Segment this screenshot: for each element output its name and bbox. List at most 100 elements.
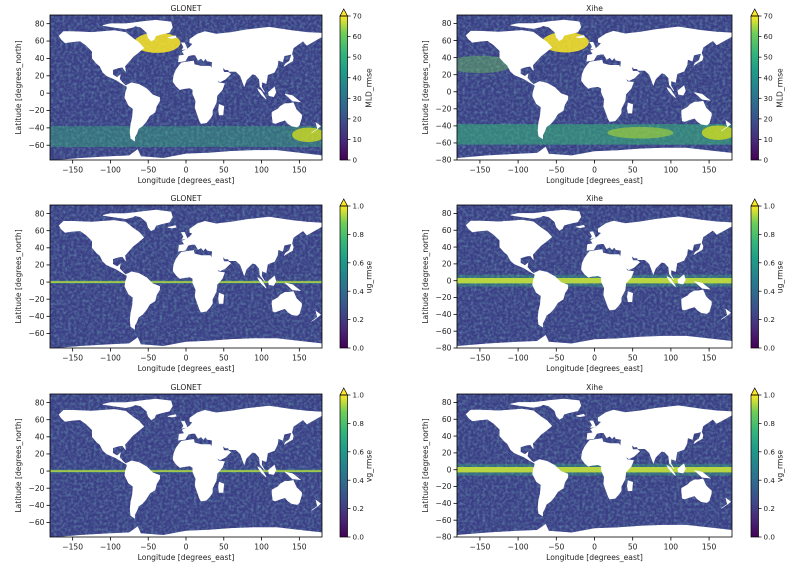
colorbar-tick-label: 0 <box>764 156 769 165</box>
x-tick-label: 50 <box>219 354 229 363</box>
land-mask-4 <box>172 439 225 502</box>
land-mask-3 <box>586 26 732 92</box>
land-mask-5 <box>681 100 712 126</box>
indian-ocean-high <box>607 126 674 139</box>
plot-area <box>457 205 732 348</box>
x-tick-label: 150 <box>292 166 307 175</box>
y-tick-label: −60 <box>435 327 451 336</box>
land-mask-5 <box>681 478 712 503</box>
colorbar-extend-arrow <box>750 387 760 396</box>
land-mask-4 <box>172 250 225 313</box>
y-tick-label: 40 <box>35 433 45 442</box>
land-mask-1 <box>465 408 553 464</box>
colorbar <box>340 16 348 160</box>
land-mask-10 <box>284 282 302 292</box>
colorbar-frame <box>339 394 348 538</box>
land-mask-7 <box>102 400 141 409</box>
colorbar-tick-label: 0.0 <box>353 344 365 353</box>
plot-area <box>457 15 732 160</box>
land-mask-16 <box>457 146 732 160</box>
colorbar-tick-label: 60 <box>353 32 363 41</box>
chart-panel-1: −150 −100 −50 0 50 100 150−60−40−20020406080GL… <box>14 4 374 185</box>
colorbar-tick-label: 40 <box>353 73 363 82</box>
colorbar-tick-label: 0.8 <box>764 230 776 239</box>
equatorial-band <box>50 281 322 283</box>
colorbar-frame <box>339 15 348 161</box>
panel-title: Xihe <box>586 4 603 13</box>
x-tick-label: −100 <box>508 166 529 175</box>
y-tick-label: 80 <box>35 398 45 407</box>
chart-panel-3: −150 −100 −50 0 50 100 150 −60 −40 −20 0 20 40 60 80 GL… <box>14 194 374 373</box>
y-tick-label: 40 <box>442 53 452 62</box>
y-tick-label: −20 <box>435 482 451 491</box>
colorbar-tick-label: 1.0 <box>764 391 776 400</box>
y-tick-label: 60 <box>442 226 452 235</box>
x-tick-label: 0 <box>184 543 189 552</box>
land-mask-6 <box>132 209 173 232</box>
north-pacific-high <box>457 55 513 74</box>
equatorial-band <box>457 467 732 473</box>
land-mask-13 <box>589 231 596 240</box>
land-mask-9 <box>268 86 277 97</box>
y-tick-label: −20 <box>28 295 44 304</box>
land-mask-9 <box>677 85 686 96</box>
land-mask-5 <box>271 480 302 505</box>
colorbar-tick-label: 70 <box>353 12 363 21</box>
x-axis-label: Longitude [degrees_east] <box>546 176 643 185</box>
colorbar-tick-label: 1.0 <box>764 202 776 211</box>
panel-title: GLONET <box>171 4 202 13</box>
colorbar-tick-label: 0.4 <box>764 287 776 296</box>
y-tick-label: −60 <box>28 329 44 338</box>
x-tick-label: 100 <box>254 354 269 363</box>
land-mask-14 <box>576 224 586 229</box>
x-tick-label: 150 <box>702 166 717 175</box>
land-mask-14 <box>167 414 177 418</box>
land-mask-6 <box>540 398 582 420</box>
panel-title: Xihe <box>586 194 603 203</box>
colorbar-frame <box>339 205 348 349</box>
y-tick-label: −20 <box>435 293 451 302</box>
land-mask-10 <box>284 471 302 481</box>
tasman-high <box>292 127 322 143</box>
land-mask-13 <box>181 42 188 51</box>
y-tick-label: 60 <box>442 415 452 424</box>
x-tick-label: −150 <box>62 354 83 363</box>
colorbar-tick-label: 0.4 <box>764 476 776 485</box>
colorbar-tick-label: 0.6 <box>764 447 776 456</box>
x-tick-label: 100 <box>664 166 679 175</box>
x-tick-label: 100 <box>254 166 269 175</box>
land-mask-8 <box>666 86 676 98</box>
land-mask-1 <box>465 219 553 275</box>
y-tick-label: 0 <box>447 276 452 285</box>
colorbar-tick-label: 50 <box>353 53 363 62</box>
land-mask-9 <box>677 463 686 474</box>
colorbar-frame <box>750 205 759 349</box>
chart-panel-4: −150 −100 −50 0 50 100 150 −80 −60 −40 −20 0 20 40 60 8… <box>421 194 785 373</box>
colorbar-frame <box>750 15 759 161</box>
y-tick-label: 40 <box>442 432 452 441</box>
land-mask-15 <box>721 308 731 320</box>
land-mask-8 <box>257 466 267 478</box>
colorbar-tick-label: 0.6 <box>353 447 365 456</box>
y-tick-label: −40 <box>28 124 44 133</box>
y-tick-label: −20 <box>28 106 44 115</box>
colorbar-tick-label: 1.0 <box>353 391 365 400</box>
land-mask-16 <box>457 334 732 348</box>
panel-title: GLONET <box>171 383 202 392</box>
colorbar-label: MLD_rmse <box>776 68 785 108</box>
colorbar-tick-label: 0.0 <box>764 344 776 353</box>
chart-panel-2: −150 −100 −50 0 50 100 150−80−60−40−2002040608… <box>421 4 785 185</box>
colorbar <box>340 395 348 537</box>
land-mask-4 <box>581 59 634 122</box>
colorbar-tick-label: 1.0 <box>353 202 365 211</box>
y-tick-label: 80 <box>35 19 45 28</box>
equatorial-halo <box>457 274 732 287</box>
y-tick-label: −80 <box>435 533 451 542</box>
land-mask-3 <box>586 216 732 281</box>
land-mask-16 <box>56 526 322 537</box>
x-tick-label: 100 <box>664 354 679 363</box>
y-axis-label: Latitude [degrees_north] <box>421 229 430 323</box>
land-mask-4 <box>172 60 225 124</box>
plot-area <box>50 205 322 348</box>
